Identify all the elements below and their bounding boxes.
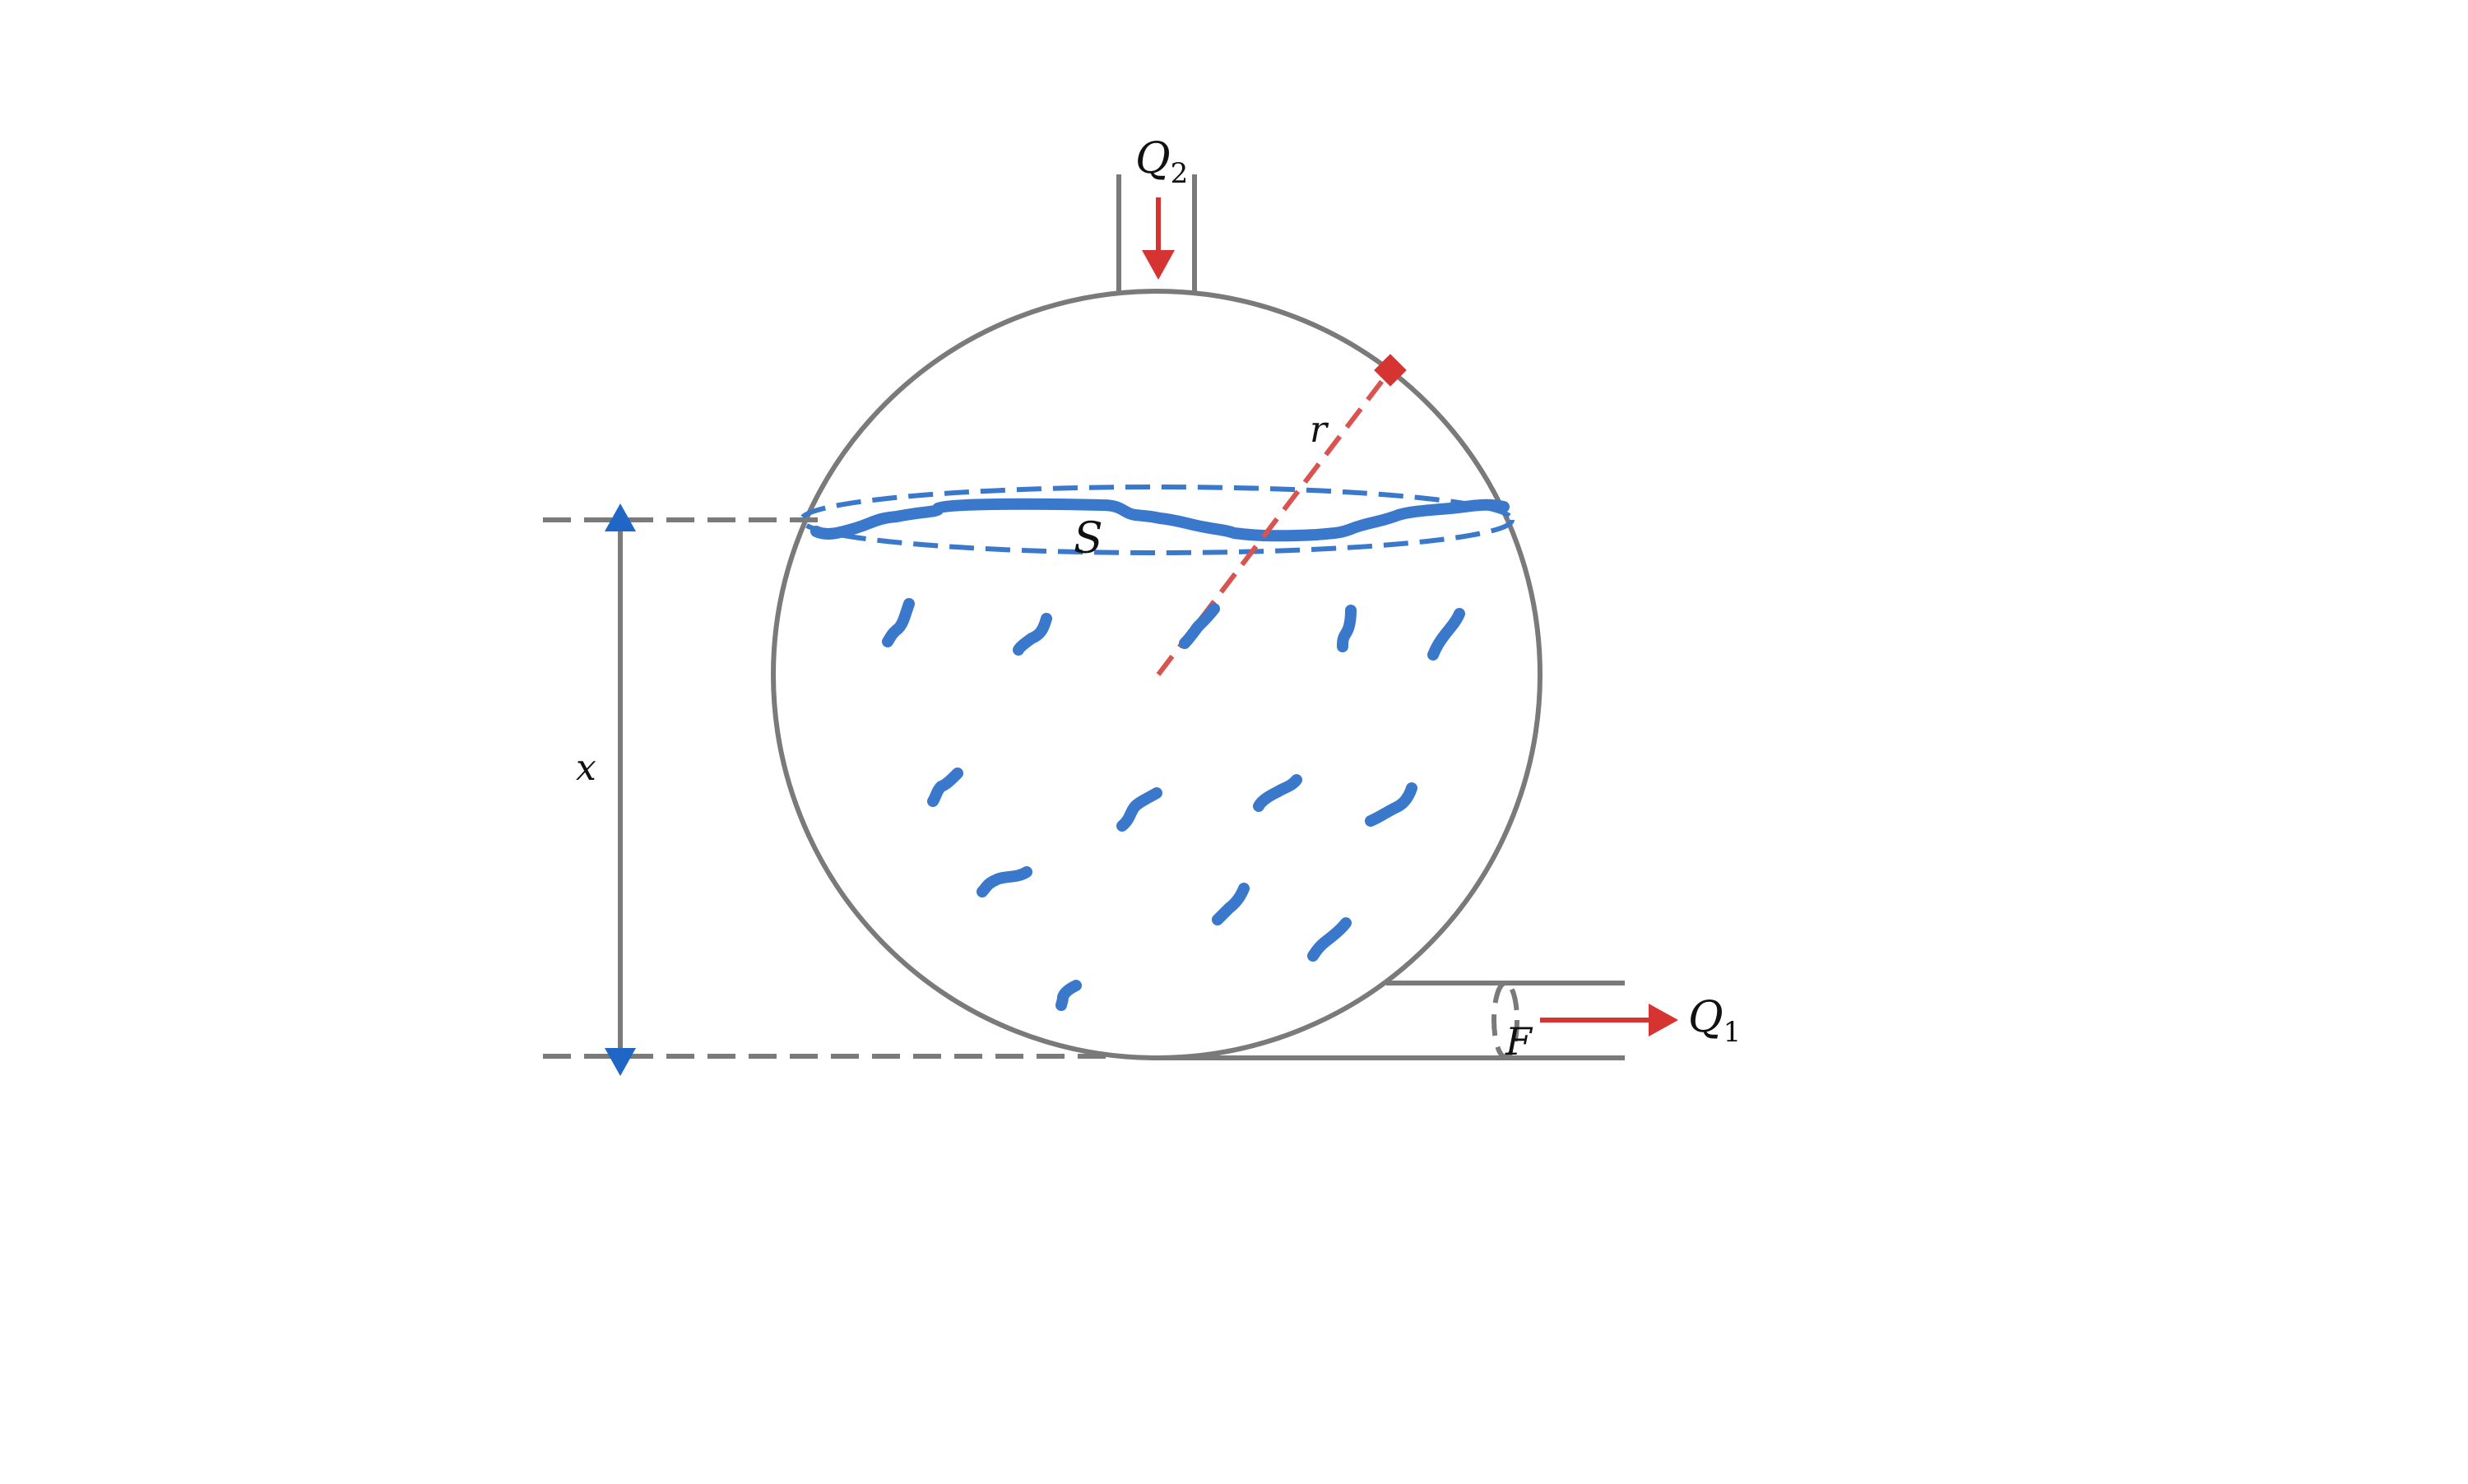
inlet-pipe <box>1116 174 1197 294</box>
radius-label: r <box>1310 409 1329 451</box>
outflow-symbol: Q <box>1688 993 1723 1042</box>
water-streaks <box>882 598 1465 1011</box>
water-streak <box>1055 980 1082 1011</box>
height-dimension <box>605 503 636 1076</box>
water-surface-line <box>810 498 1510 542</box>
water-streak <box>977 866 1032 897</box>
water-streak <box>1013 613 1052 656</box>
surface-ellipse <box>799 485 1515 555</box>
water-streak <box>1179 603 1220 649</box>
water-streak <box>1212 883 1250 925</box>
water-streak <box>927 768 963 807</box>
water-streak <box>1307 917 1352 962</box>
outlet-cross-section <box>1491 981 1519 1060</box>
water-streak <box>1427 608 1465 661</box>
level-guides <box>543 517 1106 1059</box>
water-streak <box>1253 774 1302 812</box>
spherical-tank <box>771 289 1542 1060</box>
inflow-label: Q2 <box>1135 134 1188 190</box>
outlet-pipe <box>1157 981 1625 1060</box>
height-arrow-down <box>605 1048 636 1076</box>
water-streak <box>1365 782 1417 827</box>
outflow-arrow-head <box>1649 1004 1678 1036</box>
outflow-label: Q1 <box>1688 993 1741 1049</box>
water-streak <box>882 598 915 647</box>
water-streak <box>1116 787 1162 832</box>
surface-label: S <box>1074 514 1103 563</box>
water-streak <box>1337 605 1357 652</box>
height-label: x <box>576 747 596 789</box>
height-arrow-up <box>605 503 636 531</box>
inflow-arrow-head <box>1142 250 1175 280</box>
inflow-subscript: 2 <box>1171 157 1189 190</box>
outlet-area-label: F <box>1505 1019 1533 1064</box>
radius-line <box>1156 369 1393 676</box>
outflow-subscript: 1 <box>1723 1016 1742 1049</box>
inflow-symbol: Q <box>1135 134 1171 183</box>
